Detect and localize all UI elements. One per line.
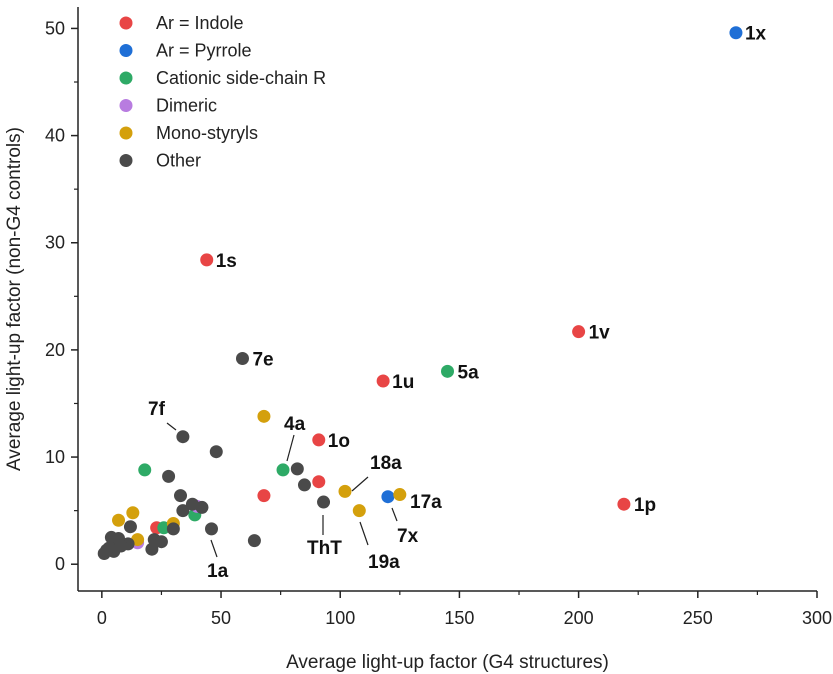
data-point xyxy=(441,364,454,378)
data-point xyxy=(312,475,326,489)
callout-label: 17a xyxy=(410,492,442,513)
x-axis-title: Average light-up factor (G4 structures) xyxy=(286,652,609,673)
legend-label: Mono-styryls xyxy=(156,123,258,143)
legend-marker xyxy=(119,71,133,85)
data-point xyxy=(138,463,152,477)
data-point xyxy=(100,543,114,557)
point-label: 1u xyxy=(392,372,414,393)
x-tick-label: 150 xyxy=(444,608,474,628)
callout-leader-line xyxy=(210,539,218,558)
legend-marker xyxy=(119,16,133,30)
y-tick-label: 30 xyxy=(45,233,65,253)
legend-label: Dimeric xyxy=(156,96,217,116)
callout-leader-line xyxy=(286,434,295,462)
data-point xyxy=(257,409,271,423)
legend-marker xyxy=(119,154,133,167)
data-point xyxy=(176,430,190,444)
data-point xyxy=(176,504,190,518)
point-label: 1p xyxy=(634,495,656,516)
y-tick-label: 20 xyxy=(45,340,65,360)
point-label: 1o xyxy=(328,431,350,452)
callout-label: 19a xyxy=(368,552,400,573)
callout-leader-line xyxy=(359,521,369,546)
legend: Ar = Indole Ar = Pyrrole Cationic side-cha… xyxy=(119,13,326,171)
y-tick-label: 10 xyxy=(45,447,65,467)
callout-label: 18a xyxy=(370,453,402,474)
data-point xyxy=(317,495,331,509)
data-point xyxy=(195,500,209,514)
data-point xyxy=(126,506,140,520)
data-point xyxy=(200,253,214,267)
x-tick-label: 300 xyxy=(802,608,832,628)
data-point xyxy=(247,534,261,548)
x-tick-label: 250 xyxy=(683,608,713,628)
data-point xyxy=(235,351,249,365)
y-axis-title: Average light-up factor (non-G4 controls… xyxy=(4,127,25,471)
data-point xyxy=(572,325,586,339)
data-point xyxy=(276,463,290,477)
data-point xyxy=(393,488,407,502)
callout-leader-line xyxy=(166,422,177,431)
data-point xyxy=(209,445,223,459)
point-label: 7e xyxy=(252,349,273,370)
legend-label: Ar = Pyrrole xyxy=(156,41,252,61)
data-point xyxy=(174,489,188,503)
data-point xyxy=(204,522,218,536)
point-label: 1s xyxy=(216,251,237,272)
callout-label: ThT xyxy=(307,538,342,559)
data-point xyxy=(312,433,326,447)
data-point xyxy=(352,504,366,518)
callout-label: 1a xyxy=(207,561,229,582)
x-tick-label: 0 xyxy=(97,608,107,628)
data-point xyxy=(376,374,390,388)
callout-label: 7f xyxy=(148,399,166,420)
data-point xyxy=(729,26,743,40)
callout-label: 7x xyxy=(397,526,419,547)
data-point xyxy=(338,484,352,498)
data-point xyxy=(162,469,176,483)
x-tick-label: 100 xyxy=(325,608,355,628)
data-point xyxy=(617,497,631,511)
data-point xyxy=(166,522,180,536)
data-point xyxy=(381,490,395,504)
point-label: 1v xyxy=(589,323,611,344)
data-point xyxy=(123,520,137,534)
data-point xyxy=(154,535,168,549)
data-point xyxy=(112,513,126,527)
data-point xyxy=(257,489,271,503)
legend-label: Other xyxy=(156,151,201,171)
callout-leader-line xyxy=(391,507,398,522)
legend-label: Ar = Indole xyxy=(156,13,244,33)
points-layer xyxy=(97,26,743,560)
callout-label: 4a xyxy=(284,414,306,435)
legend-marker xyxy=(119,99,133,112)
axes-layer: 0 50 100 150 200 250 300 0 10 20 30 40 50 xyxy=(45,7,832,628)
data-point xyxy=(297,478,311,492)
x-tick-label: 50 xyxy=(211,608,231,628)
callout-leader-line xyxy=(351,476,369,492)
point-labels-layer: 1s 1v 1u 1o 1p 1x 5a 7e 7f 4a 18a 17a 7x ThT 19a 1a xyxy=(148,24,767,582)
data-point xyxy=(290,462,304,476)
data-point xyxy=(145,542,159,556)
legend-marker xyxy=(119,126,133,140)
legend-marker xyxy=(119,44,133,57)
y-tick-label: 50 xyxy=(45,18,65,38)
point-label: 1x xyxy=(745,24,767,45)
y-tick-label: 0 xyxy=(55,554,65,574)
point-label: 5a xyxy=(458,362,480,383)
x-tick-label: 200 xyxy=(564,608,594,628)
y-tick-label: 40 xyxy=(45,126,65,146)
legend-label: Cationic side-chain R xyxy=(156,68,326,88)
